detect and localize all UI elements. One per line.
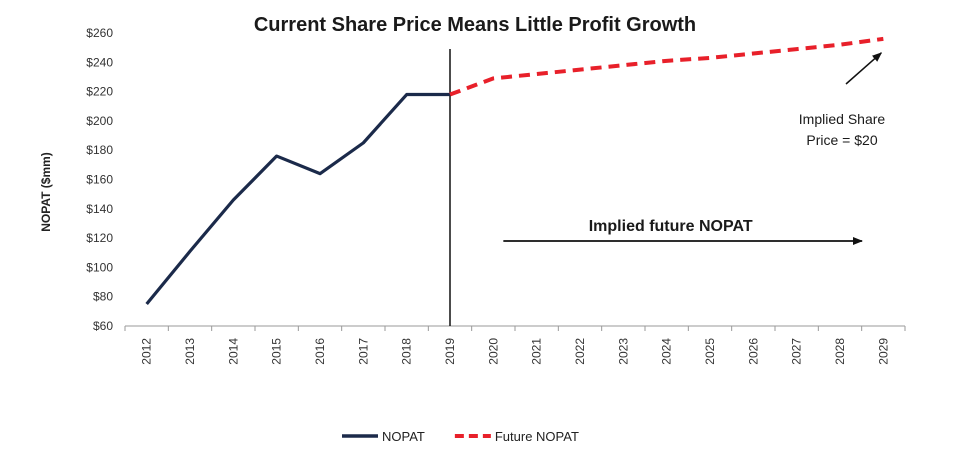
implied-price-label-line2: Price = $20	[806, 132, 877, 148]
x-tick-label: 2016	[313, 338, 327, 365]
implied-price-arrow	[845, 52, 883, 85]
x-axis: 2012 2013 2014 2015 2016 2017 2018 2019 2020 2021…	[124, 325, 906, 365]
legend: NOPAT Future NOPAT	[342, 429, 579, 444]
y-tick-label: $240	[86, 55, 113, 69]
implied-future-label: Implied future NOPAT	[589, 218, 753, 235]
x-tick-label: 2022	[573, 338, 587, 365]
x-tick-label: 2029	[876, 338, 890, 365]
y-axis: $60 $80 $100 $120 $140 $160 $180 $200 $220 $240 $2…	[86, 26, 113, 333]
y-tick-label: $100	[86, 260, 113, 274]
y-tick-label: $200	[86, 114, 113, 128]
y-tick-label: $60	[93, 319, 113, 333]
legend-label-future-nopat: Future NOPAT	[495, 429, 579, 444]
x-tick-label: 2015	[270, 338, 284, 365]
x-tick-label: 2013	[183, 338, 197, 365]
x-tick-label: 2020	[486, 338, 500, 365]
y-tick-label: $140	[86, 202, 113, 216]
x-tick-label: 2024	[660, 338, 674, 365]
y-tick-label: $160	[86, 173, 113, 187]
implied-price-label-line1: Implied Share	[799, 111, 886, 127]
legend-label-nopat: NOPAT	[382, 429, 425, 444]
y-tick-label: $80	[93, 290, 113, 304]
nopat-line	[145, 92, 450, 306]
x-tick-label: 2027	[790, 338, 804, 365]
x-tick-label: 2026	[746, 338, 760, 365]
future-nopat-line	[449, 36, 884, 97]
x-tick-label: 2021	[530, 338, 544, 365]
chart-title: Current Share Price Means Little Profit …	[254, 14, 696, 36]
x-tick-label: 2012	[140, 338, 154, 365]
y-tick-label: $260	[86, 26, 113, 40]
x-tick-label: 2017	[356, 338, 370, 365]
series-lines	[145, 36, 884, 306]
y-tick-label: $180	[86, 143, 113, 157]
x-tick-label: 2028	[833, 338, 847, 365]
y-tick-label: $220	[86, 85, 113, 99]
x-tick-label: 2019	[443, 338, 457, 365]
y-axis-label: NOPAT ($mm)	[39, 152, 53, 232]
x-tick-label: 2014	[226, 338, 240, 365]
x-tick-label: 2018	[400, 338, 414, 365]
x-tick-label: 2025	[703, 338, 717, 365]
x-tick-label: 2023	[616, 338, 630, 365]
y-tick-label: $120	[86, 231, 113, 245]
